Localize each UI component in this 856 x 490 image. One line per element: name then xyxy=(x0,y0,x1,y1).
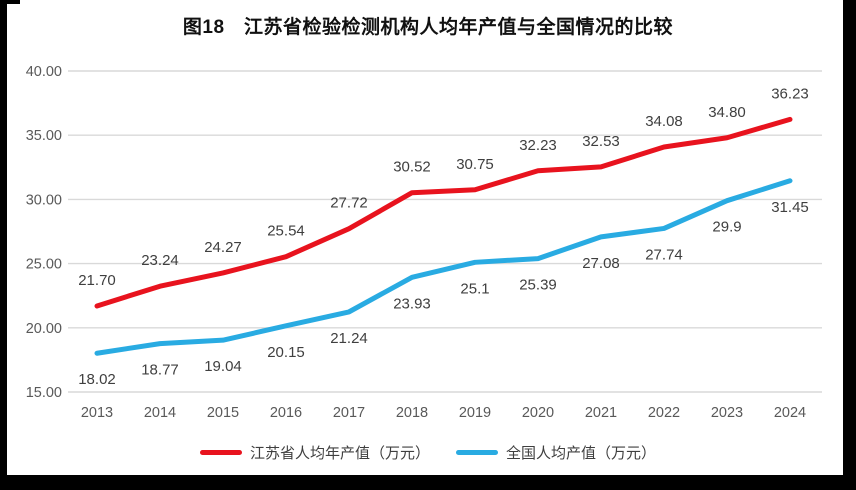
legend-label-jiangsu: 江苏省人均年产值（万元） xyxy=(249,445,430,462)
legend: 江苏省人均年产值（万元） 全国人均产值（万元） xyxy=(0,442,856,463)
photo-border-right xyxy=(843,0,856,490)
data-label: 27.74 xyxy=(645,246,683,263)
data-label: 18.02 xyxy=(78,371,116,388)
x-tick-label: 2015 xyxy=(207,405,239,421)
jiangsu-line-swatch-icon xyxy=(199,450,242,455)
y-tick-label: 40.00 xyxy=(26,64,62,80)
data-label: 25.54 xyxy=(267,223,305,240)
data-label: 31.45 xyxy=(771,199,809,216)
data-label: 24.27 xyxy=(204,239,242,256)
data-label: 30.52 xyxy=(393,159,431,176)
data-label: 27.08 xyxy=(582,255,620,272)
data-label: 20.15 xyxy=(267,344,305,361)
data-label: 21.70 xyxy=(78,272,116,289)
series-line-0 xyxy=(94,116,793,309)
legend-item-national: 全国人均产值（万元） xyxy=(456,442,656,463)
x-tick-label: 2014 xyxy=(144,405,176,421)
series-line-1 xyxy=(94,178,793,356)
data-label: 32.53 xyxy=(582,133,620,150)
x-tick-label: 2019 xyxy=(459,405,491,421)
y-tick-label: 25.00 xyxy=(26,257,62,273)
x-tick-label: 2023 xyxy=(711,405,743,421)
x-tick-label: 2024 xyxy=(774,405,806,421)
data-label: 27.72 xyxy=(330,195,368,212)
x-tick-label: 2022 xyxy=(648,405,680,421)
data-label: 29.9 xyxy=(712,219,741,236)
photo-border-topleft xyxy=(0,0,20,4)
x-tick-label: 2017 xyxy=(333,405,365,421)
chart-title: 图18 江苏省检验检测机构人均年产值与全国情况的比较 xyxy=(182,17,674,38)
x-tick-label: 2013 xyxy=(81,405,113,421)
y-tick-label: 15.00 xyxy=(26,385,62,401)
data-label: 25.39 xyxy=(519,277,557,294)
x-tick-label: 2016 xyxy=(270,405,302,421)
data-label: 30.75 xyxy=(456,156,494,173)
data-label: 19.04 xyxy=(204,358,242,375)
data-label: 36.23 xyxy=(771,85,809,102)
legend-label-national: 全国人均产值（万元） xyxy=(506,445,657,462)
x-tick-label: 2018 xyxy=(396,405,428,421)
y-tick-label: 20.00 xyxy=(26,321,62,337)
data-label: 23.24 xyxy=(141,252,179,269)
data-label: 21.24 xyxy=(330,330,368,347)
data-label: 25.1 xyxy=(460,280,489,297)
y-tick-label: 35.00 xyxy=(26,128,62,144)
y-tick-label: 30.00 xyxy=(26,192,62,208)
national-line-swatch-icon xyxy=(456,450,498,455)
data-label: 18.77 xyxy=(141,362,179,379)
photo-border-left xyxy=(0,0,7,490)
data-label: 34.08 xyxy=(645,113,683,130)
legend-item-jiangsu: 江苏省人均年产值（万元） xyxy=(199,442,430,463)
x-tick-label: 2021 xyxy=(585,405,617,421)
data-label: 23.93 xyxy=(393,295,431,312)
data-label: 34.80 xyxy=(708,104,746,121)
x-tick-label: 2020 xyxy=(522,405,554,421)
photo-border-bottom xyxy=(0,475,856,490)
data-label: 32.23 xyxy=(519,137,557,154)
